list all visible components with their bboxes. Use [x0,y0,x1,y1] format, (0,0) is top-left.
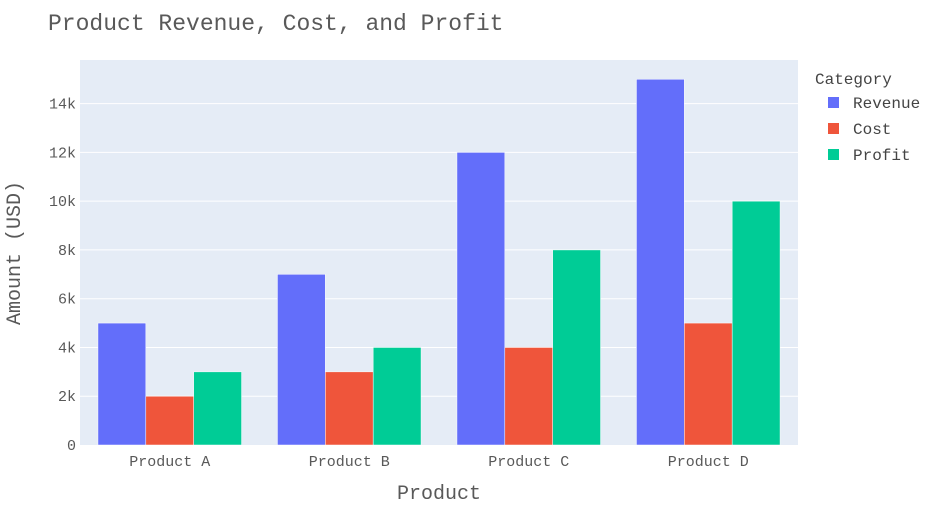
legend-label: Profit [853,147,911,165]
legend-label: Cost [853,121,891,139]
legend-label: Revenue [853,95,920,113]
x-tick-label: Product B [309,454,390,471]
y-tick-label: 4k [58,340,76,357]
legend-swatch [828,149,839,160]
y-tick-label: 6k [58,292,76,309]
bar-profit [552,249,601,446]
y-tick-label: 0 [67,438,76,455]
x-axis-title: Product [397,483,481,506]
x-axis-ticks: Product A Product B Product C Product D [129,454,749,471]
bar-cost [504,347,553,446]
y-tick-label: 12k [49,145,76,162]
y-tick-label: 2k [58,389,76,406]
bar-cost [684,322,733,446]
bar-cost [325,371,374,446]
y-tick-label: 10k [49,194,76,211]
x-tick-label: Product D [668,454,749,471]
bar-profit [193,371,242,446]
bar-profit [731,200,781,446]
y-tick-label: 14k [49,97,76,114]
legend: Category Revenue Cost Profit [815,71,920,165]
y-axis-ticks: 0 2k 4k 6k 8k 10k 12k 14k [49,97,76,455]
bar-profit [372,347,422,446]
bars [97,78,781,446]
bar-revenue [636,78,685,446]
bar-revenue [456,152,506,446]
bar-cost [145,395,194,446]
y-axis-title: Amount (USD) [4,181,27,325]
bar-revenue [277,274,326,446]
legend-title: Category [815,71,892,89]
x-tick-label: Product A [129,454,210,471]
bar-revenue [97,322,147,446]
x-tick-label: Product C [488,454,569,471]
legend-swatch [828,123,839,134]
y-tick-label: 8k [58,243,76,260]
legend-swatch [828,97,839,108]
chart-title: Product Revenue, Cost, and Profit [48,11,503,37]
